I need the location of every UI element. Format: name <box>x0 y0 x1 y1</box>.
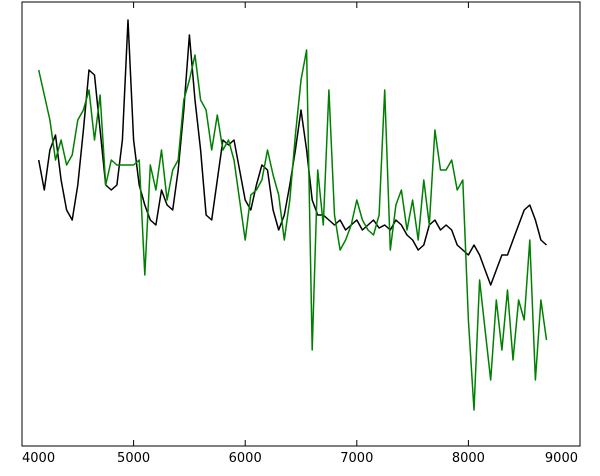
x-tick-label: 7000 <box>340 451 373 466</box>
x-tick-label: 5000 <box>117 451 150 466</box>
x-tick-label: 8000 <box>452 451 485 466</box>
plot-frame <box>21 1 581 447</box>
series-line <box>37 49 548 411</box>
x-tick-label: 9000 <box>545 451 578 466</box>
series-line <box>37 19 547 286</box>
x-tick-label: 6000 <box>229 451 262 466</box>
x-tick-label: 4000 <box>22 451 55 466</box>
